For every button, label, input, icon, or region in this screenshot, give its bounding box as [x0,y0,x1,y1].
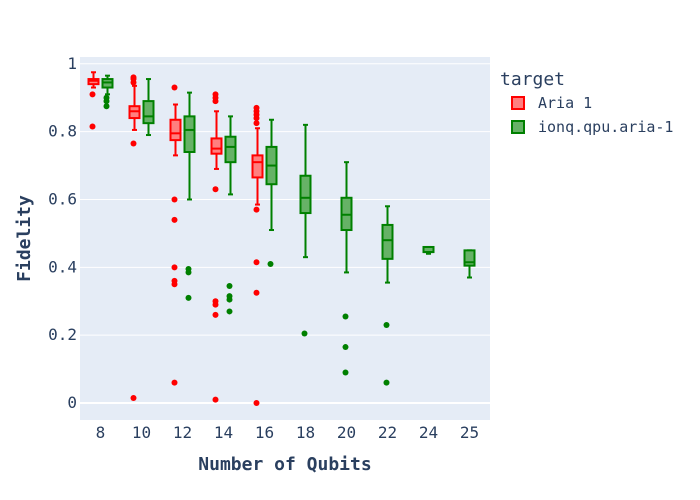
outlier-point [226,282,233,289]
outlier-point [171,216,178,223]
legend-swatch [511,96,525,110]
box-20 [340,161,353,376]
outlier-point [89,123,96,130]
box-body [169,118,182,142]
y-axis-title: Fidelity [14,195,35,282]
legend-item-0: Aria 1 [511,94,592,112]
legend-label: Aria 1 [538,94,592,112]
y-tick-label: 0.2 [48,325,77,344]
box-10 [142,78,155,137]
outlier-point [212,186,219,193]
outlier-point [212,98,219,105]
box-12 [169,84,182,386]
outlier-point [212,301,219,308]
y-tick-label: 0.8 [48,122,77,141]
box-14 [224,115,237,315]
x-tick-label: 14 [214,423,233,442]
outlier-point [130,140,137,147]
legend-title: target [500,69,565,90]
box-body [210,137,223,155]
outlier-point [171,84,178,91]
outlier-point [185,269,192,276]
x-tick-label: 18 [296,423,315,442]
outlier-point [226,308,233,315]
outlier-point [185,294,192,301]
box-body [224,135,237,164]
box-body [463,249,476,267]
outlier-point [171,196,178,203]
box-12 [183,91,196,301]
outlier-point [253,400,260,407]
outlier-point [253,206,260,213]
y-tick-label: 0.4 [48,257,77,276]
box-body [381,223,394,260]
outlier-point [253,289,260,296]
outlier-point [342,344,349,351]
outlier-point [267,260,274,267]
outlier-point [130,394,137,401]
box-14 [210,91,223,403]
outlier-point [301,330,308,337]
x-tick-label: 25 [460,423,479,442]
outlier-point [103,103,110,110]
outlier-point [342,369,349,376]
outlier-point [212,396,219,403]
x-tick-label: 12 [173,423,192,442]
box-25 [463,249,476,279]
outlier-point [253,115,260,122]
outlier-point [130,74,137,81]
legend: target Aria 1 ionq.qpu.aria-1 [500,69,673,136]
box-body [299,174,312,215]
y-tick-label: 1 [67,54,77,73]
plot-background [80,57,490,420]
outlier-point [171,379,178,386]
x-tick-label: 10 [132,423,151,442]
series-1 [101,74,476,386]
legend-swatch [511,120,525,134]
outlier-point [253,120,260,127]
x-tick-labels: 8 10 12 14 16 18 20 22 24 25 [96,423,479,442]
x-axis-title: Number of Qubits [198,454,371,475]
outlier-point [383,322,390,329]
outlier-point [342,313,349,320]
box-body [142,100,155,125]
outlier-point [130,79,137,86]
outlier-point [103,98,110,105]
box-8 [87,71,100,130]
box-22 [381,205,394,386]
box-8 [101,74,114,110]
box-series [87,71,476,407]
box-body [183,115,196,153]
x-tick-label: 8 [96,423,106,442]
legend-item-1: ionq.qpu.aria-1 [511,118,673,136]
x-tick-label: 24 [419,423,438,442]
box-body [251,154,264,179]
outlier-point [226,296,233,303]
outlier-point [383,379,390,386]
outlier-point [171,264,178,271]
outlier-point [89,91,96,98]
box-16 [251,104,264,407]
y-tick-label: 0.6 [48,189,77,208]
box-16 [265,118,278,267]
outlier-point [212,311,219,318]
series-0 [87,71,264,407]
box-18 [299,123,312,337]
outlier-point [253,259,260,266]
box-24 [422,245,435,255]
y-tick-labels: 0 0.2 0.4 0.6 0.8 1 [48,54,77,412]
x-tick-label: 16 [255,423,274,442]
x-tick-label: 20 [337,423,356,442]
x-tick-label: 22 [378,423,397,442]
outlier-point [171,281,178,288]
legend-label: ionq.qpu.aria-1 [538,118,673,136]
y-tick-label: 0 [67,393,77,412]
box-10 [128,74,141,401]
